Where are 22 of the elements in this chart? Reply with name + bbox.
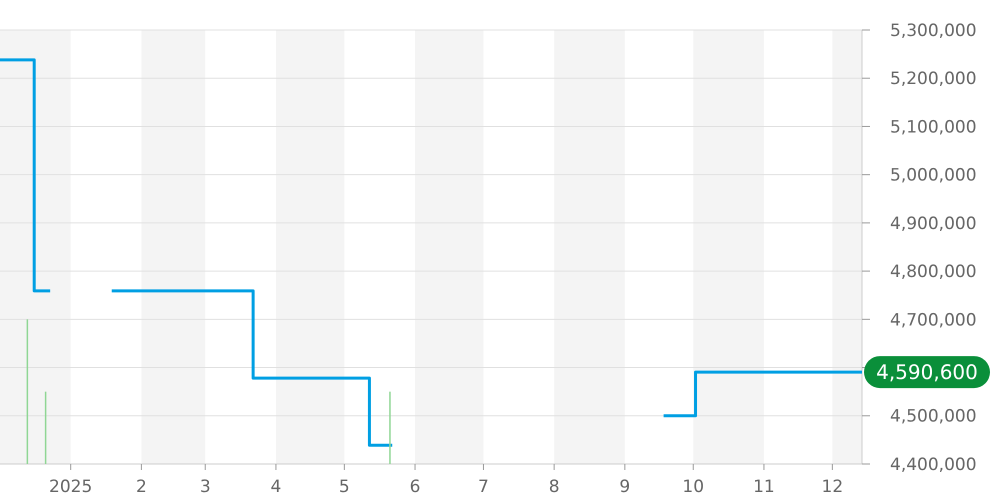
x-tick-label: 11	[753, 477, 775, 497]
x-tick-label: 6	[410, 477, 420, 497]
y-tick-label: 4,800,000	[890, 262, 977, 282]
x-tick-label: 3	[200, 477, 211, 497]
x-tick-label: 2	[136, 477, 147, 497]
x-tick-label: 5	[338, 477, 350, 497]
y-tick-label: 4,900,000	[890, 214, 977, 234]
y-tick-label: 5,300,000	[890, 20, 977, 41]
y-tick-label: 5,200,000	[890, 69, 977, 90]
x-tick-label: 8	[548, 477, 560, 497]
y-tick-label: 4,700,000	[890, 310, 977, 330]
x-tick-label: 10	[682, 477, 704, 497]
x-tick-label: 2025	[49, 477, 92, 497]
y-tick-label: 4,500,000	[890, 406, 977, 427]
y-tick-label: 4,400,000	[890, 454, 977, 475]
y-tick-label: 5,000,000	[890, 166, 977, 186]
y-tick-label: 5,100,000	[890, 117, 977, 138]
x-tick-label: 4	[270, 477, 282, 497]
x-tick-label: 12	[822, 477, 844, 497]
annotation: 4,590,600	[876, 360, 978, 384]
x-tick-label: 9	[619, 477, 630, 497]
x-tick-label: 7	[478, 477, 489, 497]
